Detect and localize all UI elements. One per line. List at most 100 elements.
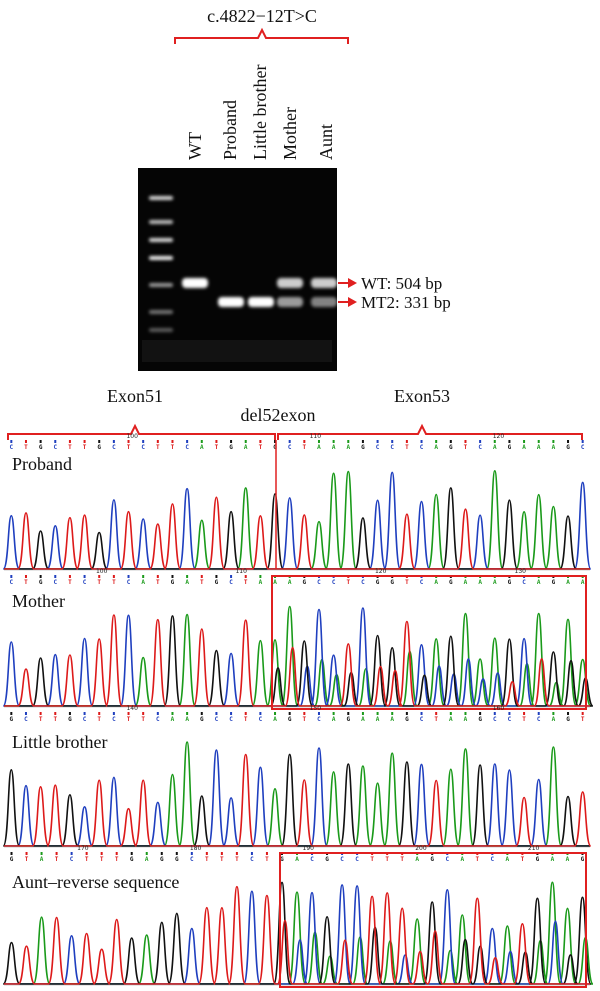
base-call: T <box>521 856 525 863</box>
ladder-band <box>149 310 173 314</box>
base-call: G <box>449 444 453 451</box>
base-call: T <box>235 856 239 863</box>
base-call: C <box>190 856 194 863</box>
base-call: C <box>288 444 292 451</box>
base-tick <box>215 575 218 578</box>
base-tick <box>552 440 555 443</box>
base-tick <box>171 575 174 578</box>
base-call: A <box>566 856 570 863</box>
base-tick <box>523 712 526 715</box>
base-tick <box>54 712 57 715</box>
base-call: G <box>566 444 570 451</box>
lane-label-proband: Proband <box>220 100 240 160</box>
base-position: 110 <box>310 433 322 440</box>
base-call: G <box>581 856 585 863</box>
base-tick <box>127 712 130 715</box>
base-tick <box>523 440 526 443</box>
base-tick <box>376 440 379 443</box>
base-call: C <box>10 579 14 586</box>
base-tick <box>274 712 277 715</box>
base-tick <box>98 440 101 443</box>
base-call: A <box>317 444 321 451</box>
base-call: T <box>303 444 307 451</box>
ladder-band <box>149 283 173 287</box>
base-call: T <box>85 856 89 863</box>
base-tick <box>288 440 291 443</box>
base-tick <box>347 440 350 443</box>
base-call: T <box>39 716 43 723</box>
base-call: G <box>160 856 164 863</box>
base-call: A <box>346 444 350 451</box>
base-tick <box>24 440 27 443</box>
trace-T <box>4 885 590 985</box>
base-call: A <box>506 856 510 863</box>
base-call: A <box>464 716 468 723</box>
base-tick <box>39 712 42 715</box>
base-call: A <box>449 716 453 723</box>
base-tick <box>567 712 570 715</box>
base-call: T <box>127 444 131 451</box>
base-call: T <box>171 444 175 451</box>
base-tick <box>186 575 189 578</box>
base-tick <box>175 852 178 855</box>
base-call: C <box>259 716 263 723</box>
trace-T <box>4 496 590 570</box>
ladder-band <box>149 256 173 260</box>
base-call: T <box>100 856 104 863</box>
base-call: C <box>215 716 219 723</box>
base-call: C <box>390 444 394 451</box>
base-tick <box>142 712 145 715</box>
base-call: C <box>340 856 344 863</box>
trace-C <box>2 607 590 707</box>
base-call: G <box>325 856 329 863</box>
base-call: C <box>10 444 14 451</box>
lane-label-little-brother: Little brother <box>250 65 270 160</box>
sample-label: Proband <box>12 454 72 474</box>
mt-band-label: MT2: 331 bp <box>361 293 451 312</box>
base-tick <box>508 712 511 715</box>
base-call: A <box>566 579 570 586</box>
trace-G <box>4 615 594 707</box>
gel-band-mt <box>311 297 337 307</box>
gel-image <box>138 168 337 371</box>
base-call: G <box>390 579 394 586</box>
base-tick <box>317 712 320 715</box>
base-tick <box>288 712 291 715</box>
base-call: C <box>317 716 321 723</box>
base-call: G <box>39 444 43 451</box>
base-tick <box>464 440 467 443</box>
trace-A <box>4 469 590 570</box>
base-call: G <box>405 716 409 723</box>
base-tick <box>68 712 71 715</box>
base-call: G <box>175 856 179 863</box>
trace-G <box>2 753 590 847</box>
base-call: C <box>537 716 541 723</box>
base-call: C <box>355 856 359 863</box>
base-tick <box>391 440 394 443</box>
base-tick <box>156 712 159 715</box>
mutation-box <box>279 852 587 988</box>
base-call: A <box>537 579 541 586</box>
base-call: A <box>273 579 277 586</box>
mutation-box <box>271 575 587 710</box>
trace-A <box>4 881 594 985</box>
ladder-band <box>149 238 173 242</box>
base-call: A <box>361 716 365 723</box>
base-call: G <box>229 444 233 451</box>
base-call: A <box>259 579 263 586</box>
base-position: 210 <box>528 845 540 852</box>
trace-G <box>4 487 590 570</box>
base-tick <box>10 852 13 855</box>
base-position: 130 <box>515 568 527 575</box>
base-position: 200 <box>415 845 427 852</box>
base-call: G <box>303 579 307 586</box>
base-call: A <box>415 856 419 863</box>
base-call: T <box>55 856 59 863</box>
base-call: G <box>361 444 365 451</box>
base-call: G <box>288 716 292 723</box>
base-tick <box>54 575 57 578</box>
base-call: T <box>405 444 409 451</box>
base-tick <box>215 712 218 715</box>
